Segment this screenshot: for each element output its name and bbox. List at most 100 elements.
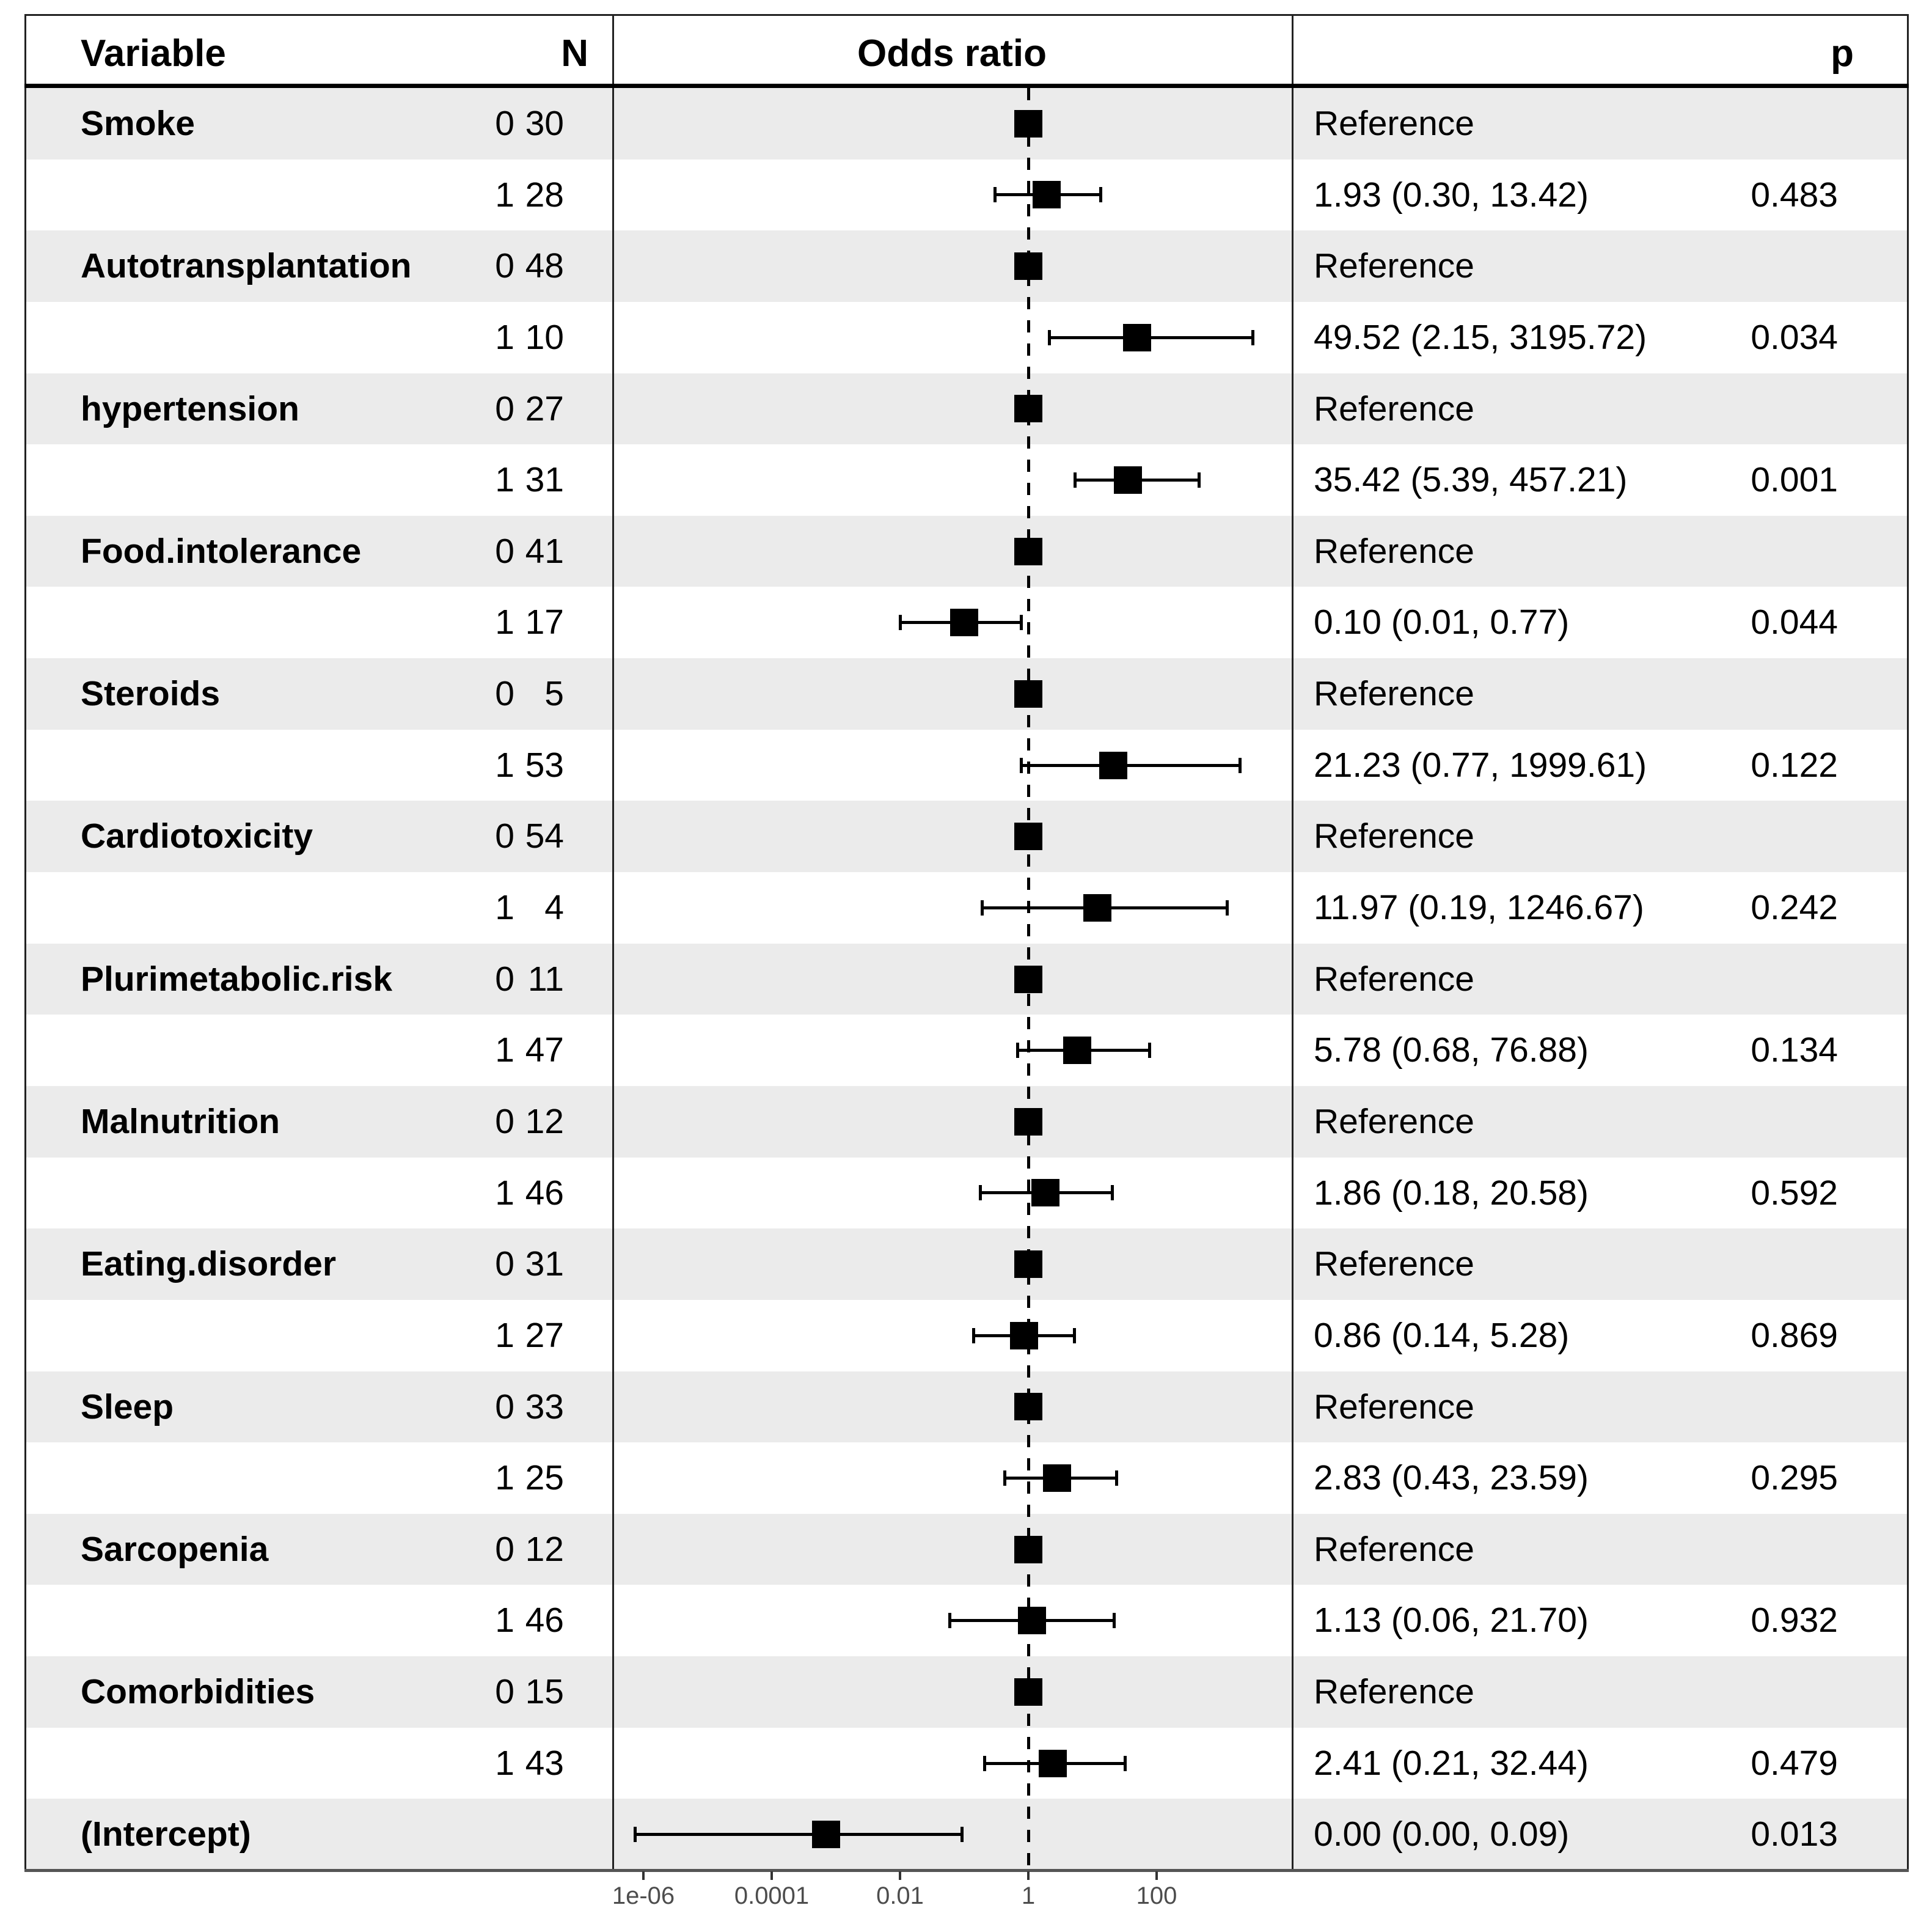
p-value: 0.044 bbox=[1751, 603, 1838, 642]
variable-label: Steroids bbox=[81, 674, 221, 714]
reference-point-marker bbox=[1014, 395, 1042, 423]
estimate-label: Reference bbox=[1314, 531, 1474, 571]
column-header-n: N bbox=[561, 32, 588, 75]
column-header-odds-ratio: Odds ratio bbox=[857, 32, 1047, 75]
axis-line bbox=[24, 1869, 1909, 1872]
n-count: 27 bbox=[525, 1315, 564, 1355]
estimate-label: Reference bbox=[1314, 959, 1474, 999]
ci-cap-low bbox=[1003, 1470, 1006, 1486]
n-level: 1 bbox=[495, 460, 514, 500]
table-row: 1 53 21.23 (0.77, 1999.61) 0.122 bbox=[26, 729, 1908, 801]
estimate-label: Reference bbox=[1314, 1244, 1474, 1284]
n-level: 1 bbox=[495, 175, 514, 215]
or-point-marker bbox=[1031, 1179, 1060, 1207]
n-count: 10 bbox=[525, 317, 564, 357]
axis-tick bbox=[899, 1871, 901, 1880]
reference-point-marker bbox=[1014, 823, 1042, 851]
estimate-label: 0.10 (0.01, 0.77) bbox=[1314, 603, 1570, 642]
table-row: Sleep 0 33 Reference bbox=[26, 1371, 1908, 1443]
table-left-border bbox=[24, 14, 26, 1870]
variable-label: Malnutrition bbox=[81, 1101, 280, 1141]
n-level: 1 bbox=[495, 888, 514, 928]
n-level: 1 bbox=[495, 317, 514, 357]
ci-cap-low bbox=[983, 1755, 987, 1771]
n-count: 48 bbox=[525, 246, 564, 286]
or-point-marker bbox=[1113, 466, 1142, 494]
estimate-label: 5.78 (0.68, 76.88) bbox=[1314, 1030, 1589, 1070]
n-level: 0 bbox=[495, 959, 514, 999]
table-row: Eating.disorder 0 31 Reference bbox=[26, 1228, 1908, 1300]
table-top-border bbox=[24, 14, 1909, 16]
n-level: 1 bbox=[495, 1315, 514, 1355]
column-header-variable: Variable bbox=[81, 32, 226, 75]
or-point-marker bbox=[950, 609, 978, 637]
n-count: 43 bbox=[525, 1743, 564, 1783]
n-level: 1 bbox=[495, 1601, 514, 1640]
n-count: 15 bbox=[525, 1672, 564, 1712]
n-count: 46 bbox=[525, 1173, 564, 1213]
n-count: 4 bbox=[544, 888, 564, 928]
axis-tick bbox=[770, 1871, 773, 1880]
table-row: Autotransplantation 0 48 Reference bbox=[26, 230, 1908, 302]
n-count: 54 bbox=[525, 817, 564, 856]
estimate-label: Reference bbox=[1314, 1387, 1474, 1426]
variable-label: Smoke bbox=[81, 104, 195, 143]
ci-cap-low bbox=[898, 615, 902, 631]
n-count: 12 bbox=[525, 1101, 564, 1141]
ci-cap-high bbox=[961, 1827, 964, 1843]
n-level: 0 bbox=[495, 389, 514, 428]
estimate-label: 35.42 (5.39, 457.21) bbox=[1314, 460, 1628, 500]
n-count: 25 bbox=[525, 1458, 564, 1498]
n-level: 1 bbox=[495, 1030, 514, 1070]
n-count: 41 bbox=[525, 531, 564, 571]
variable-label: Sarcopenia bbox=[81, 1529, 269, 1569]
p-value: 0.479 bbox=[1751, 1743, 1838, 1783]
reference-point-marker bbox=[1014, 252, 1042, 281]
n-count: 46 bbox=[525, 1601, 564, 1640]
p-value: 0.134 bbox=[1751, 1030, 1838, 1070]
estimate-label: Reference bbox=[1314, 104, 1474, 143]
variable-label: Plurimetabolic.risk bbox=[81, 959, 393, 999]
axis-tick bbox=[1155, 1871, 1158, 1880]
n-count: 31 bbox=[525, 1244, 564, 1284]
p-value: 0.592 bbox=[1751, 1173, 1838, 1213]
or-point-marker bbox=[1032, 181, 1061, 209]
estimate-label: 2.41 (0.21, 32.44) bbox=[1314, 1743, 1589, 1783]
ci-whisker bbox=[1021, 763, 1240, 767]
n-level: 0 bbox=[495, 1672, 514, 1712]
variable-label: Cardiotoxicity bbox=[81, 817, 313, 856]
or-point-marker bbox=[1039, 1749, 1067, 1777]
variable-label: hypertension bbox=[81, 389, 299, 428]
table-row: Food.intolerance 0 41 Reference bbox=[26, 515, 1908, 587]
n-count: 12 bbox=[525, 1529, 564, 1569]
ci-cap-high bbox=[1073, 1327, 1077, 1343]
p-value: 0.242 bbox=[1751, 888, 1838, 928]
axis-tick-label: 0.0001 bbox=[734, 1882, 810, 1909]
estimate-label: 0.00 (0.00, 0.09) bbox=[1314, 1815, 1570, 1854]
variable-label: Autotransplantation bbox=[81, 246, 412, 286]
ci-cap-high bbox=[1225, 900, 1229, 916]
p-value: 0.295 bbox=[1751, 1458, 1838, 1498]
ci-cap-high bbox=[1099, 187, 1102, 203]
p-value: 0.013 bbox=[1751, 1815, 1838, 1854]
ci-cap-low bbox=[948, 1613, 952, 1629]
n-level: 0 bbox=[495, 1387, 514, 1426]
variable-label: Eating.disorder bbox=[81, 1244, 337, 1284]
table-row: Sarcopenia 0 12 Reference bbox=[26, 1513, 1908, 1585]
or-point-marker bbox=[1122, 323, 1151, 351]
n-level: 0 bbox=[495, 104, 514, 143]
divider-plot-estimates bbox=[1292, 14, 1293, 1870]
n-count: 28 bbox=[525, 175, 564, 215]
ci-cap-high bbox=[1124, 1755, 1127, 1771]
ci-cap-high bbox=[1112, 1613, 1116, 1629]
reference-point-marker bbox=[1014, 537, 1042, 565]
reference-point-marker bbox=[1014, 680, 1042, 708]
n-level: 1 bbox=[495, 1173, 514, 1213]
ci-cap-high bbox=[1019, 615, 1023, 631]
reference-point-marker bbox=[1014, 109, 1042, 138]
variable-label: (Intercept) bbox=[81, 1815, 251, 1854]
table-row: 1 27 0.86 (0.14, 5.28) 0.869 bbox=[26, 1299, 1908, 1371]
n-count: 47 bbox=[525, 1030, 564, 1070]
ci-whisker bbox=[1049, 336, 1253, 339]
